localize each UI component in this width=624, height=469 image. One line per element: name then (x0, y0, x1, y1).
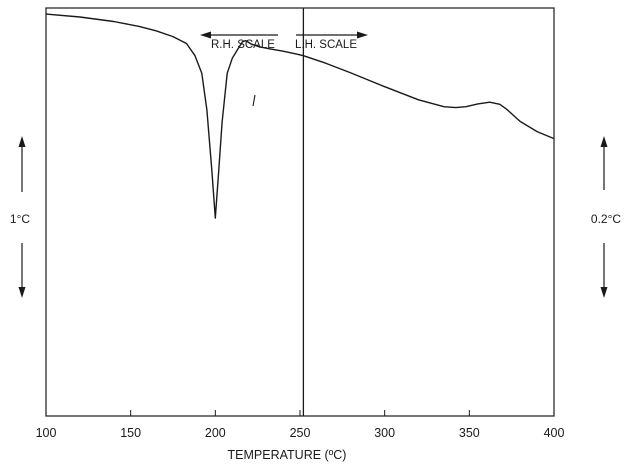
x-tick-label: 250 (290, 426, 311, 440)
series-line-lh-scale (303, 55, 555, 140)
plot-frame (45, 7, 555, 417)
x-tick-label: 100 (36, 426, 57, 440)
right-scale-up-arrow (600, 136, 608, 190)
series-line-rh-scale (45, 13, 304, 219)
x-tick-layer: 100 150 200 250 300 350 400 (36, 410, 565, 440)
lh-scale-arrow (296, 31, 368, 39)
rh-scale-arrow (200, 31, 278, 39)
x-tick-label: 400 (544, 426, 565, 440)
x-tick-label: 150 (120, 426, 141, 440)
x-tick-label: 350 (459, 426, 480, 440)
right-scale-down-arrow (600, 243, 608, 298)
series-layer (45, 13, 555, 219)
x-axis-label: TEMPERATURE (ºC) (228, 448, 347, 462)
x-tick-label: 200 (205, 426, 226, 440)
left-scale-down-arrow (18, 243, 26, 298)
pen-mark (252, 94, 256, 107)
left-scale-up-arrow (18, 136, 26, 192)
lh-scale-label: L.H. SCALE (295, 39, 357, 51)
right-scale-label: 0.2°C (591, 212, 621, 226)
x-tick-label: 300 (374, 426, 395, 440)
left-scale-label: 1°C (10, 212, 30, 226)
rh-scale-label: R.H. SCALE (211, 39, 275, 51)
